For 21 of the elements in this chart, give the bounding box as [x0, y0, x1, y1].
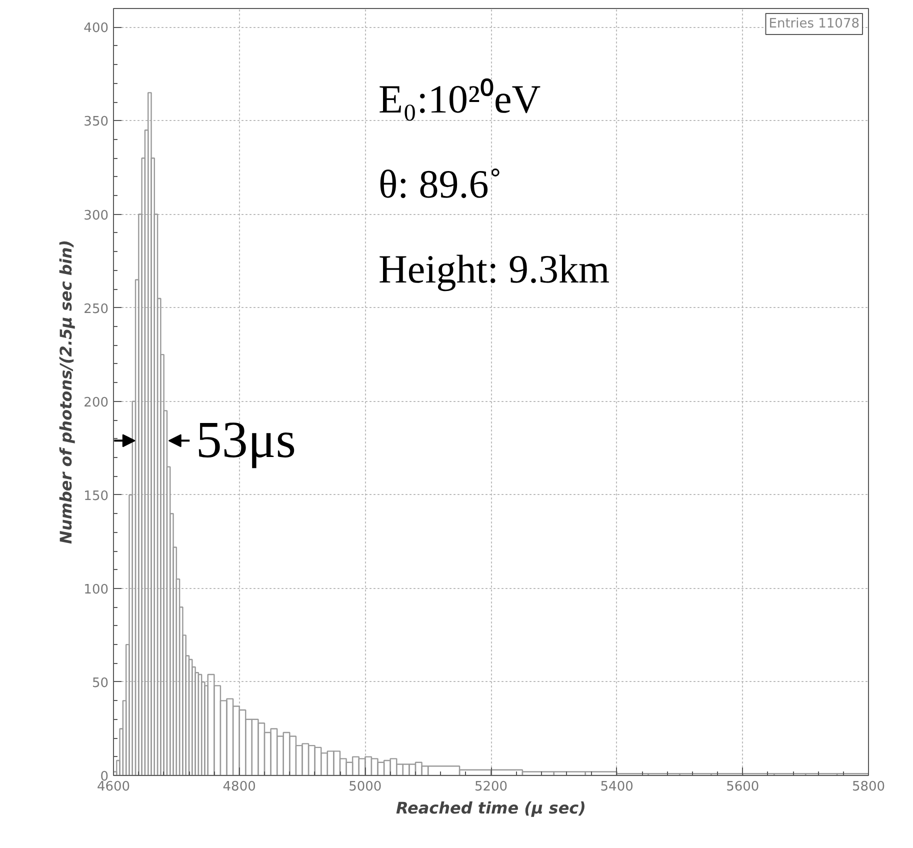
- annotation: θ: 89.6˚: [378, 162, 502, 206]
- y-tick-label: 400: [84, 21, 109, 36]
- x-axis-title: Reached time (μ sec): [396, 798, 586, 818]
- x-tick-label: 5800: [852, 780, 886, 794]
- y-tick-label: 250: [84, 302, 109, 317]
- x-tick-label: 5400: [600, 780, 634, 794]
- y-tick-label: 350: [84, 114, 109, 130]
- x-tick-label: 5600: [726, 780, 760, 794]
- annotation: 53μs: [196, 412, 296, 470]
- y-tick-label: 50: [92, 676, 109, 691]
- y-tick-label: 200: [84, 395, 109, 410]
- y-tick-label: 300: [84, 208, 109, 224]
- annotation: E₀:10²⁰eV: [378, 76, 541, 122]
- x-tick-label: 5000: [348, 780, 382, 794]
- y-tick-label: 150: [84, 488, 109, 504]
- y-tick-label: 100: [84, 582, 109, 598]
- x-tick-label: 4800: [222, 780, 256, 794]
- annotation: Height: 9.3km: [378, 246, 610, 292]
- x-tick-label: 5200: [474, 780, 508, 794]
- annotation: Entries 11078: [768, 16, 860, 32]
- y-axis-title: Number of photons/(2.5μ sec bin): [56, 240, 76, 544]
